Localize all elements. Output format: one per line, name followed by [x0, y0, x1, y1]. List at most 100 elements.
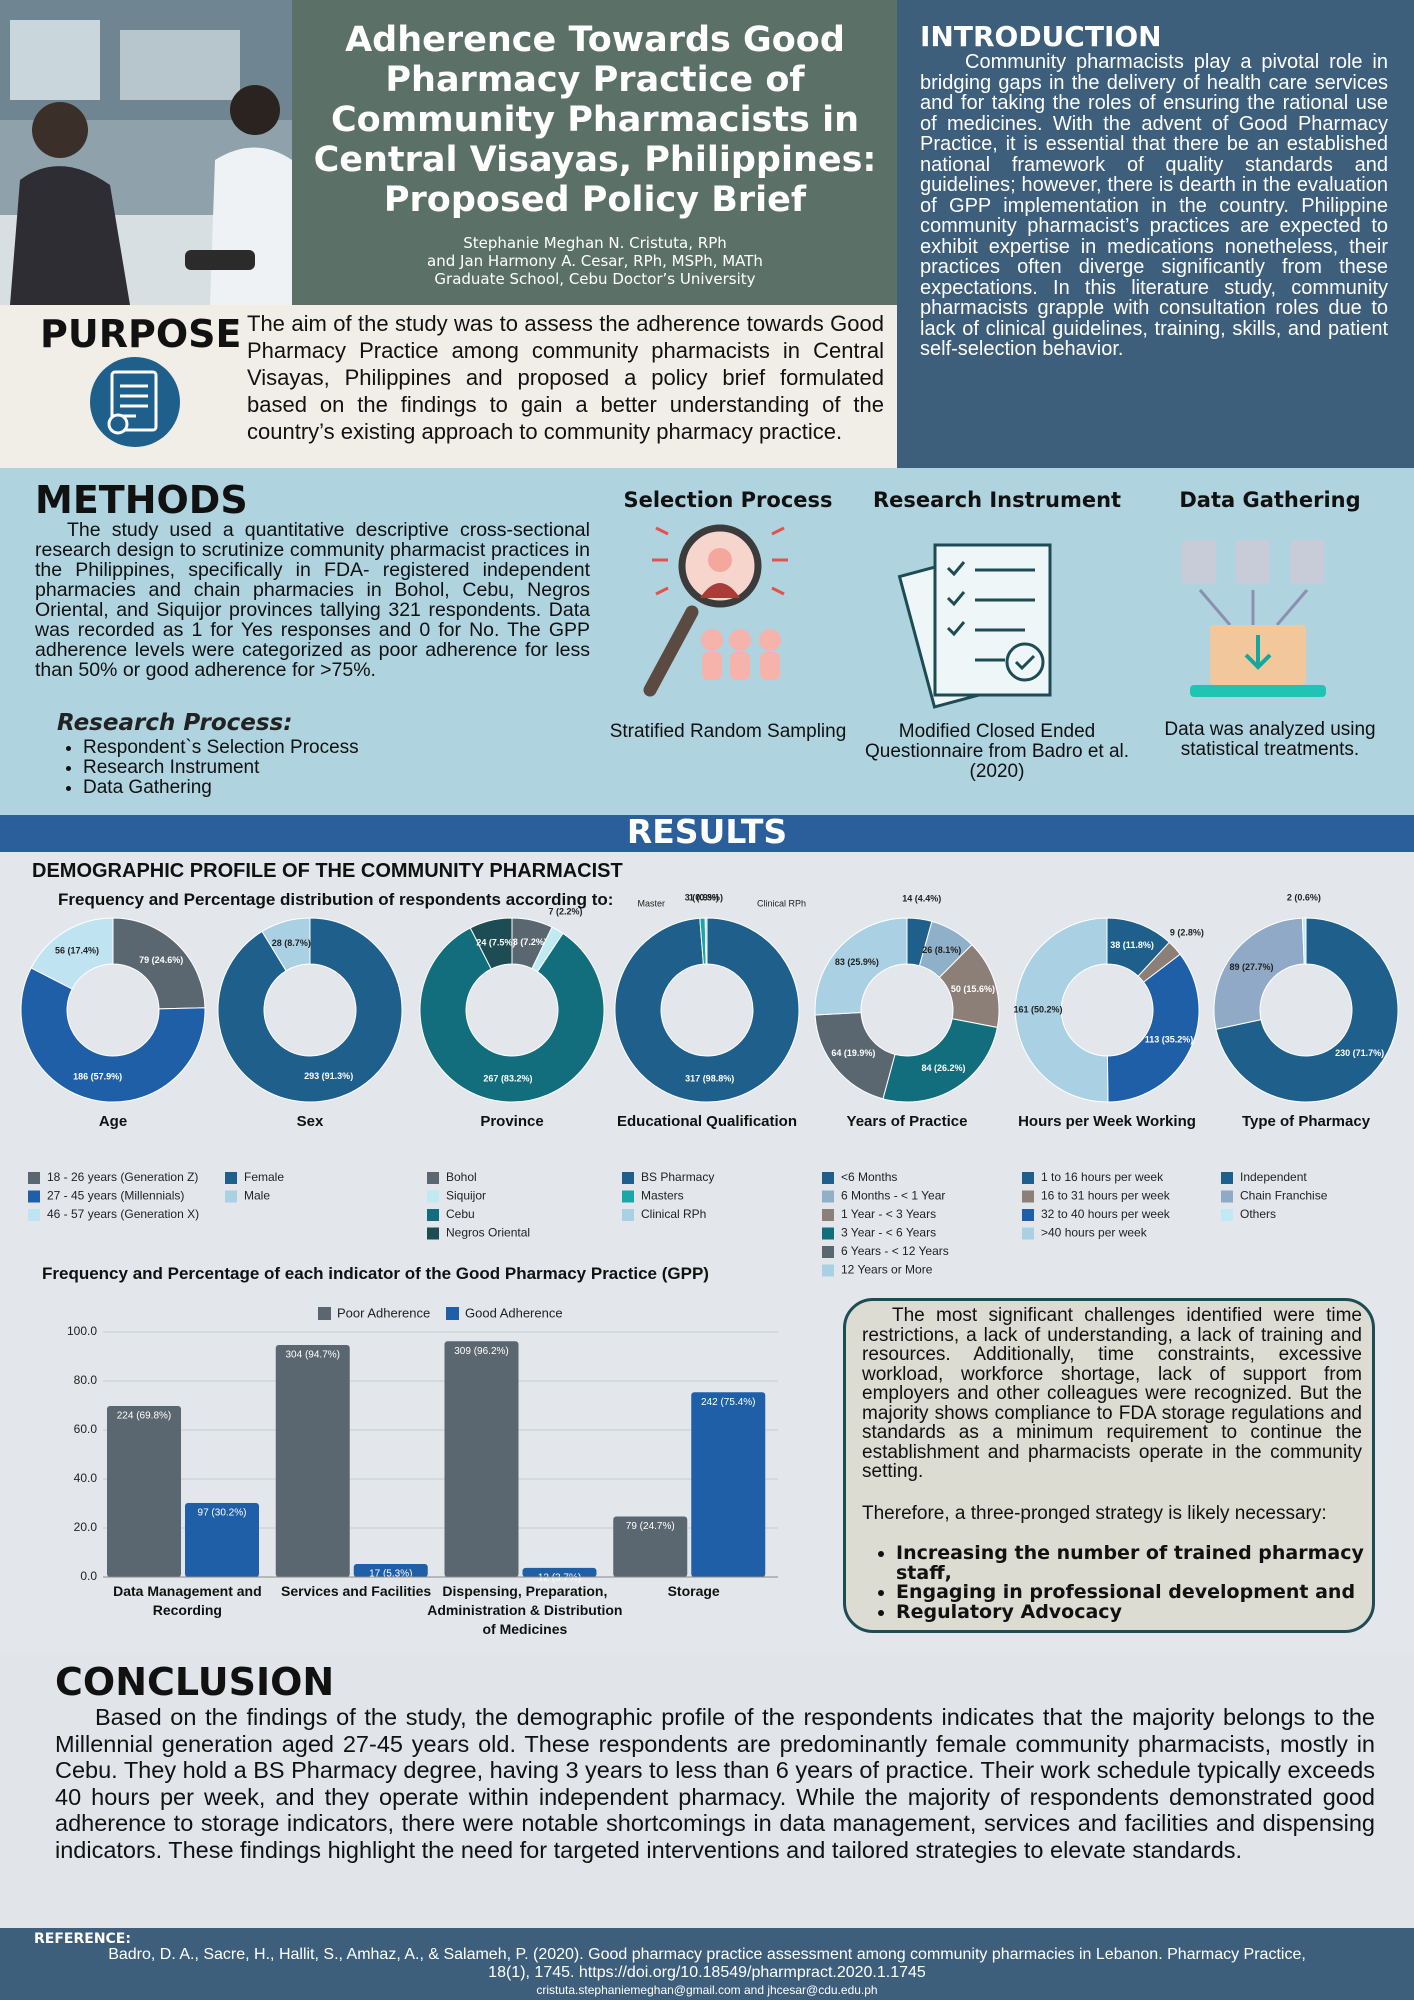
legend-label: 16 to 31 hours per week	[1041, 1189, 1171, 1203]
value-label: 113 (35.2%)	[1145, 1035, 1194, 1045]
value-label: 230 (71.7%)	[1335, 1048, 1384, 1058]
legend-label: 6 Months - < 1 Year	[841, 1189, 945, 1203]
legend-swatch	[1022, 1227, 1034, 1240]
legend-swatch	[1221, 1172, 1233, 1184]
conclusion-heading: CONCLUSION	[55, 1660, 335, 1704]
value-label: 28 (8.7%)	[272, 938, 311, 948]
icon-lines	[120, 384, 148, 418]
summary-item: Regulatory Advocacy	[896, 1602, 1366, 1623]
title: Adherence Towards Good Pharmacy Practice…	[313, 20, 877, 220]
value-label: 242 (75.4%)	[701, 1397, 755, 1408]
chart-title: Type of Pharmacy	[1241, 1113, 1371, 1130]
legend-label: Poor Adherence	[337, 1305, 430, 1320]
legend-swatch	[446, 1307, 459, 1320]
value-label: 2 (0.6%)	[1287, 892, 1321, 902]
legend-swatch	[822, 1209, 834, 1221]
reference-contact: cristuta.stephaniemeghan@gmail.com and j…	[536, 1983, 878, 1997]
legend-label: BS Pharmacy	[641, 1170, 714, 1184]
value-label: 14 (4.4%)	[902, 893, 941, 903]
legend-label: 1 to 16 hours per week	[1041, 1170, 1164, 1184]
value-label: 89 (27.7%)	[1230, 962, 1274, 972]
y-tick-label: 100.0	[67, 1324, 97, 1338]
links	[1198, 589, 1309, 626]
authors: Stephanie Meghan N. Cristuta, RPh and Ja…	[305, 234, 885, 288]
shelf-item	[10, 20, 100, 100]
donut-segment	[30, 917, 114, 990]
intro-heading: INTRODUCTION	[920, 20, 1162, 53]
legend-label: Independent	[1240, 1170, 1307, 1184]
summary-item: Increasing the number of trained pharmac…	[896, 1543, 1366, 1583]
arrow	[1244, 635, 1272, 670]
legend-label: Bohol	[446, 1170, 477, 1184]
purpose-heading: PURPOSE	[40, 312, 242, 356]
legend-label: Good Adherence	[465, 1305, 563, 1320]
donut-segment	[1015, 917, 1109, 1103]
panel-heading: Selection Process	[623, 488, 833, 512]
process-item: Research Instrument	[83, 758, 359, 778]
bar	[353, 1564, 428, 1577]
value-label: 50 (15.6%)	[951, 984, 995, 994]
legend-label: Negros Oriental	[446, 1226, 530, 1240]
value-label: 267 (83.2%)	[483, 1073, 532, 1083]
summary-text: The most significant challenges identifi…	[862, 1305, 1362, 1482]
chart-title: Educational Qualification	[616, 1113, 798, 1130]
legend-swatch	[427, 1172, 439, 1184]
badge-check	[1014, 654, 1036, 671]
person-body	[210, 147, 292, 305]
annotation: Clinical RPh	[757, 898, 806, 908]
value-label: 56 (17.4%)	[55, 945, 99, 955]
donut-segment	[261, 917, 311, 972]
photo	[0, 0, 292, 305]
legend-label: Masters	[641, 1189, 684, 1203]
value-label: 17 (5.3%)	[369, 1569, 412, 1580]
purpose-text: The aim of the study was to assess the a…	[247, 311, 884, 444]
shelf-item	[120, 30, 240, 100]
donut-segment	[1106, 953, 1200, 1103]
bar	[444, 1341, 519, 1577]
legend-swatch	[28, 1172, 40, 1184]
legend-swatch	[822, 1264, 834, 1277]
bar	[613, 1516, 688, 1577]
panel-heading: Research Instrument	[872, 488, 1122, 512]
value-label: 1 (0.3%)	[689, 892, 723, 902]
legend-label: Cebu	[446, 1207, 475, 1221]
donut-segment	[112, 917, 206, 1010]
process-item: Respondent`s Selection Process	[83, 738, 359, 758]
x-tick-label: Dispensing, Preparation, Administration …	[427, 1583, 623, 1637]
donut-segment	[1215, 917, 1399, 1103]
value-label: 161 (50.2%)	[1013, 1005, 1062, 1015]
value-label: 304 (94.7%)	[286, 1350, 340, 1361]
bar	[185, 1503, 259, 1577]
legend-swatch	[622, 1190, 634, 1203]
legend-swatch	[822, 1246, 834, 1258]
process-item: Data Gathering	[83, 778, 359, 798]
value-label: 224 (69.8%)	[117, 1411, 171, 1422]
value-label: 12 (3.7%)	[538, 1573, 581, 1584]
legend-swatch	[1022, 1209, 1034, 1221]
selection-icon	[643, 524, 788, 697]
chart-title: Province	[480, 1113, 544, 1130]
y-tick-label: 80.0	[74, 1373, 98, 1387]
icon-doc	[110, 370, 158, 432]
bar	[691, 1392, 766, 1577]
legend-label: 3 Year - < 6 Years	[841, 1226, 936, 1240]
person-body	[730, 652, 750, 680]
legend-label: 27 - 45 years (Millennials)	[47, 1189, 184, 1203]
author: and Jan Harmony A. Cesar, RPh, MSPh, MAT…	[427, 252, 763, 270]
value-label: 83 (25.9%)	[835, 957, 879, 967]
legend-label: 1 Year - < 3 Years	[841, 1207, 936, 1221]
handle	[643, 605, 699, 697]
y-tick-label: 60.0	[74, 1422, 98, 1436]
legend-swatch	[1022, 1172, 1034, 1184]
donut-segment	[419, 927, 605, 1103]
legend-label: Chain Franchise	[1240, 1189, 1328, 1203]
value-label: 97 (30.2%)	[198, 1508, 247, 1519]
bar	[522, 1567, 597, 1577]
person-body	[760, 652, 780, 680]
legend-swatch	[427, 1209, 439, 1221]
doc	[1182, 540, 1216, 584]
panel-caption: Data was analyzed using statistical trea…	[1164, 719, 1376, 760]
person	[729, 629, 751, 651]
legend-label: 46 - 57 years (Generation X)	[47, 1207, 199, 1221]
person	[701, 629, 723, 651]
